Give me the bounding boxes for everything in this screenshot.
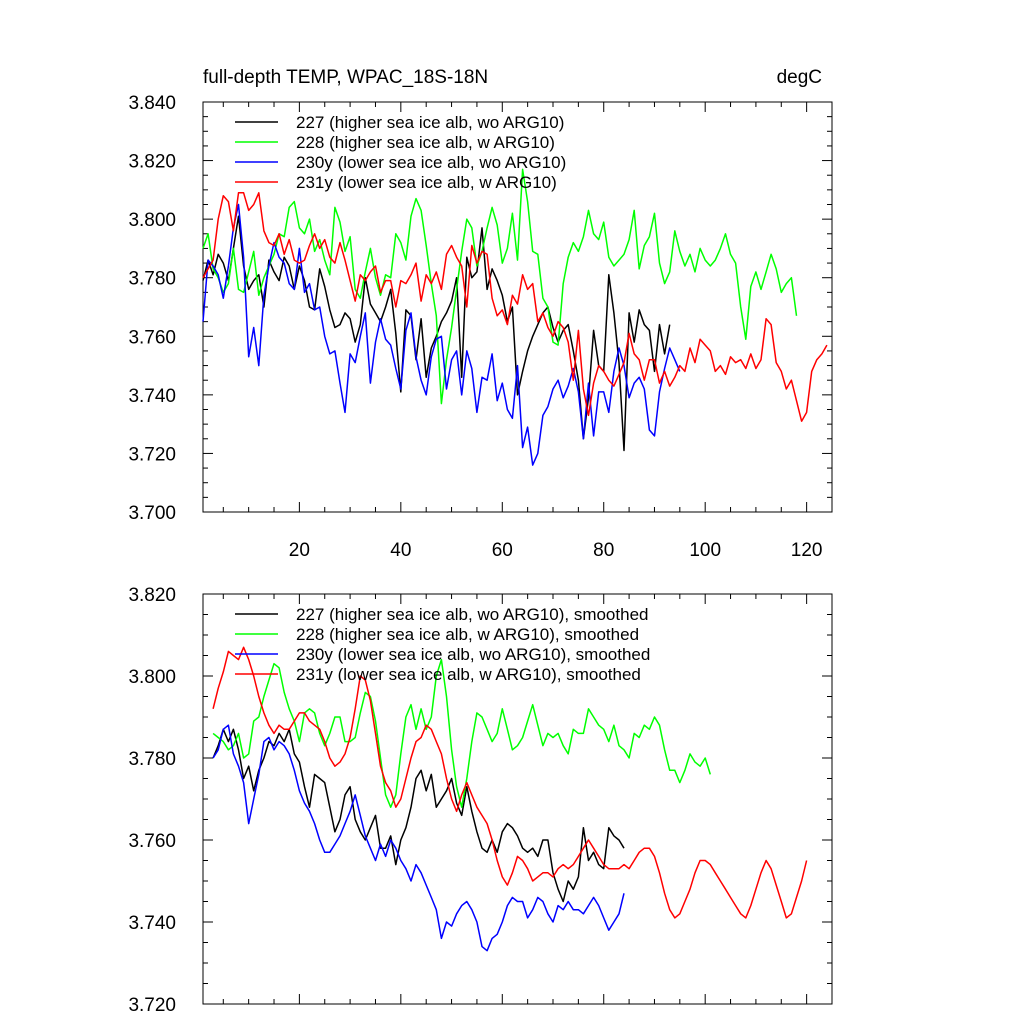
bottom-y-tick-label: 3.820 bbox=[128, 585, 176, 606]
top-x-tick-label: 120 bbox=[791, 540, 823, 561]
top-y-tick-label: 3.800 bbox=[128, 210, 176, 231]
bottom-legend: 227 (higher sea ice alb, wo ARG10), smoo… bbox=[235, 605, 650, 684]
top-panel-title: full-depth TEMP, WPAC_18S-18N bbox=[203, 67, 488, 88]
bottom-legend-label-2: 228 (higher sea ice alb, w ARG10), smoot… bbox=[296, 625, 639, 644]
top-y-tick-label: 3.700 bbox=[128, 503, 176, 524]
top-y-tick-label: 3.740 bbox=[128, 386, 176, 407]
top-series-line-3 bbox=[202, 203, 681, 466]
top-legend-label-4: 231y (lower sea ice alb, w ARG10) bbox=[296, 173, 557, 192]
top-panel: full-depth TEMP, WPAC_18S-18N degC 20 40 6… bbox=[128, 67, 833, 561]
top-y-tick-label: 3.840 bbox=[128, 93, 176, 114]
top-series-line-2 bbox=[202, 168, 798, 405]
bottom-series-line-3 bbox=[212, 724, 625, 952]
top-legend-label-1: 227 (higher sea ice alb, wo ARG10) bbox=[296, 113, 564, 132]
bottom-y-tick-label: 3.800 bbox=[128, 667, 176, 688]
top-x-tick-label: 100 bbox=[689, 540, 721, 561]
top-x-tick-label: 20 bbox=[289, 540, 310, 561]
top-x-tick-label: 40 bbox=[390, 540, 411, 561]
top-series-line-1 bbox=[202, 215, 671, 452]
top-panel-units: degC bbox=[777, 67, 822, 88]
top-y-tick-label: 3.820 bbox=[128, 152, 176, 173]
bottom-legend-label-1: 227 (higher sea ice alb, wo ARG10), smoo… bbox=[296, 605, 648, 624]
top-x-tick-label: 80 bbox=[593, 540, 614, 561]
top-y-tick-label: 3.780 bbox=[128, 269, 176, 290]
bottom-y-tick-label: 3.720 bbox=[128, 995, 176, 1016]
top-legend: 227 (higher sea ice alb, wo ARG10)228 (h… bbox=[235, 113, 566, 192]
bottom-legend-label-3: 230y (lower sea ice alb, wo ARG10), smoo… bbox=[296, 645, 650, 664]
top-x-tick-label: 60 bbox=[492, 540, 513, 561]
top-series-line-4 bbox=[202, 192, 828, 422]
bottom-y-tick-label: 3.760 bbox=[128, 831, 176, 852]
bottom-panel: 3.720 3.740 3.760 3.780 3.800 3.820 227 (highe… bbox=[128, 585, 833, 1016]
bottom-series-line-2 bbox=[212, 658, 712, 808]
bottom-series-line-4 bbox=[212, 646, 808, 919]
top-y-tick-label: 3.720 bbox=[128, 444, 176, 465]
bottom-y-tick-label: 3.740 bbox=[128, 913, 176, 934]
bottom-y-tick-label: 3.780 bbox=[128, 749, 176, 770]
top-legend-label-3: 230y (lower sea ice alb, wo ARG10) bbox=[296, 153, 566, 172]
top-y-tick-label: 3.760 bbox=[128, 327, 176, 348]
bottom-series-line-1 bbox=[212, 728, 625, 903]
top-legend-label-2: 228 (higher sea ice alb, w ARG10) bbox=[296, 133, 555, 152]
bottom-legend-label-4: 231y (lower sea ice alb, w ARG10), smoot… bbox=[296, 665, 641, 684]
